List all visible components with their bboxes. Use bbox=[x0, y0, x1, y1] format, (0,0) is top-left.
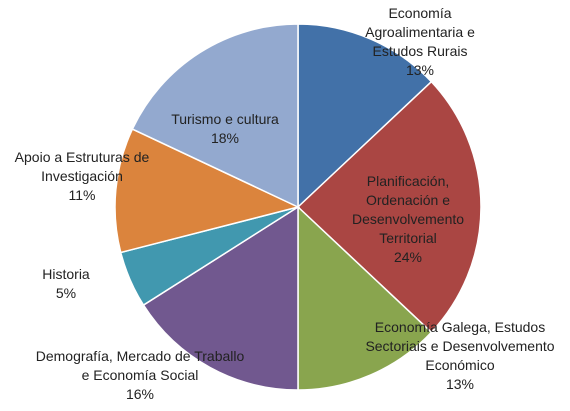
value-label: 5% bbox=[55, 285, 77, 301]
value-label: 13% bbox=[405, 62, 435, 78]
pie-slice bbox=[296, 80, 482, 334]
pie-slice bbox=[297, 205, 433, 391]
pie-slice bbox=[131, 23, 299, 209]
pie-slice bbox=[114, 128, 301, 254]
value-label: 18% bbox=[210, 130, 240, 146]
value-label: 16% bbox=[125, 386, 155, 402]
slice-label: Historia 5% bbox=[26, 265, 106, 303]
slice-label: Planificación, Ordenación e Desenvolveme… bbox=[338, 172, 478, 267]
category-label: Demografía, Mercado de Traballo e Econom… bbox=[35, 348, 245, 383]
slice-label: Apoio a Estruturas de Investigación 11% bbox=[2, 148, 162, 205]
pie-slice bbox=[142, 205, 299, 391]
slice-label: Turismo e cultura 18% bbox=[140, 110, 310, 148]
category-label: Economía Galega, Estudos Sectoriais e De… bbox=[365, 319, 555, 373]
value-label: 13% bbox=[445, 376, 475, 392]
category-label: Turismo e cultura bbox=[171, 111, 279, 127]
slice-label: Economía Agroalimentaria e Estudos Rurai… bbox=[345, 4, 495, 80]
category-label: Historia bbox=[42, 266, 90, 282]
pie-slice bbox=[297, 23, 433, 209]
value-label: 11% bbox=[68, 187, 96, 203]
value-label: 24% bbox=[393, 249, 423, 265]
category-label: Planificación, Ordenación e Desenvolveme… bbox=[351, 173, 465, 246]
category-label: Apoio a Estruturas de Investigación bbox=[14, 149, 150, 184]
slice-label: Demografía, Mercado de Traballo e Econom… bbox=[30, 347, 250, 404]
category-label: Economía Agroalimentaria e Estudos Rurai… bbox=[365, 5, 475, 59]
slice-label: Economía Galega, Estudos Sectoriais e De… bbox=[345, 318, 570, 394]
